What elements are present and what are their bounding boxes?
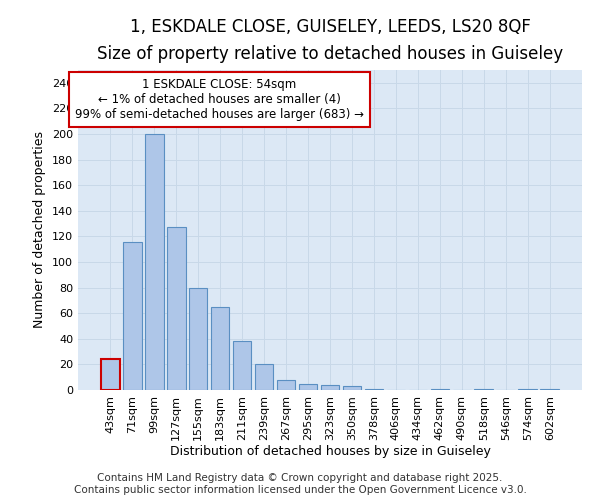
Bar [475,388,493,390]
Text: Contains HM Land Registry data © Crown copyright and database right 2025.
Contai: Contains HM Land Registry data © Crown c… [74,474,526,495]
Bar [365,388,383,390]
Bar [518,388,537,390]
Bar [101,360,119,390]
Bar [189,288,208,390]
Bar [431,388,449,390]
Text: 1 ESKDALE CLOSE: 54sqm
← 1% of detached houses are smaller (4)
99% of semi-detac: 1 ESKDALE CLOSE: 54sqm ← 1% of detached … [74,78,364,121]
Bar [211,307,229,390]
Bar [145,134,164,390]
Bar [277,380,295,390]
Bar [167,228,185,390]
Y-axis label: Number of detached properties: Number of detached properties [34,132,46,328]
Bar [123,242,142,390]
Bar [320,385,340,390]
Title: 1, ESKDALE CLOSE, GUISELEY, LEEDS, LS20 8QF
Size of property relative to detache: 1, ESKDALE CLOSE, GUISELEY, LEEDS, LS20 … [97,18,563,63]
Bar [343,386,361,390]
X-axis label: Distribution of detached houses by size in Guiseley: Distribution of detached houses by size … [170,446,490,458]
Bar [233,342,251,390]
Bar [255,364,274,390]
Bar [299,384,317,390]
Bar [541,388,559,390]
